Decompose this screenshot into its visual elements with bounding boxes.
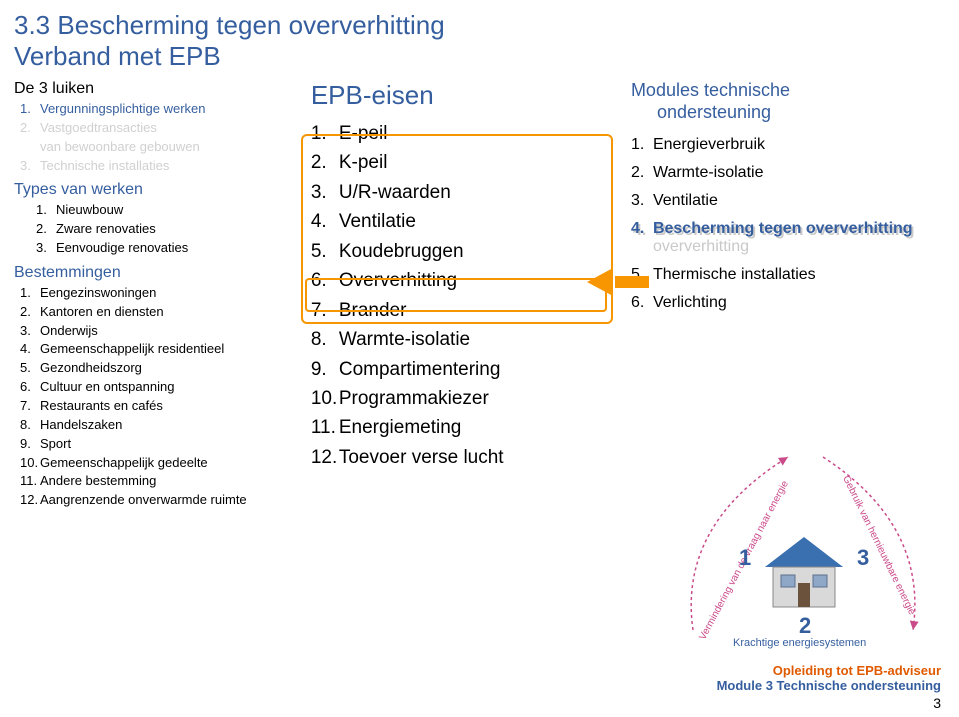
middle-column: EPB-eisen 1.E-peil 2.K-peil 3.U/R-waarde… — [303, 80, 617, 510]
luiken-list: 1.Vergunningsplichtige werken 2.Vastgoed… — [14, 100, 289, 175]
list-item: 1.Eengezinswoningen — [20, 284, 289, 303]
list-item: 5.Gezondheidszorg — [20, 359, 289, 378]
list-item: 9.Compartimentering — [311, 355, 617, 384]
list-item: 12.Toevoer verse lucht — [311, 443, 617, 472]
slide-title: 3.3 Bescherming tegen oververhitting Ver… — [0, 0, 959, 72]
list-item: 8.Warmte-isolatie — [311, 325, 617, 354]
bestemmingen-list: 1.Eengezinswoningen 2.Kantoren en dienst… — [14, 284, 289, 510]
house-diagram: Vermindering van de vraag naar energie G… — [673, 445, 933, 655]
footer-line-2: Module 3 Technische ondersteuning — [717, 678, 941, 693]
title-line-1: 3.3 Bescherming tegen oververhitting — [14, 10, 959, 41]
list-item: 3.Onderwijs — [20, 322, 289, 341]
left-column: De 3 luiken 1.Vergunningsplichtige werke… — [14, 80, 289, 510]
list-item: 5.Thermische installaties — [631, 261, 947, 289]
epb-heading: EPB-eisen — [303, 80, 617, 111]
list-item: 8.Handelszaken — [20, 416, 289, 435]
list-item: 12.Aangrenzende onverwarmde ruimte — [20, 491, 289, 510]
house-icon — [761, 533, 847, 611]
de3-heading: De 3 luiken — [14, 80, 289, 98]
list-item: 11.Energiemeting — [311, 413, 617, 442]
list-item: 6.Cultuur en ontspanning — [20, 378, 289, 397]
page-number: 3 — [717, 695, 941, 711]
list-item: van bewoonbare gebouwen — [20, 138, 289, 157]
list-item: 7.Restaurants en cafés — [20, 397, 289, 416]
list-item: 3.Technische installaties — [20, 157, 289, 176]
types-heading: Types van werken — [14, 181, 289, 199]
list-item: 2.Vastgoedtransacties — [20, 119, 289, 138]
badge-2: 2 — [799, 613, 811, 639]
list-item: 3.Ventilatie — [631, 187, 947, 215]
list-item: 10.Gemeenschappelijk gedeelte — [20, 454, 289, 473]
list-item: 11.Andere bestemming — [20, 472, 289, 491]
slide-footer: Opleiding tot EPB-adviseur Module 3 Tech… — [717, 663, 941, 711]
modules-heading: Modules technische ondersteuning — [631, 80, 947, 123]
list-item: 3.Eenvoudige renovaties — [36, 239, 289, 258]
types-list: 1.Nieuwbouw 2.Zware renovaties 3.Eenvoud… — [14, 201, 289, 258]
list-item-selected: 4.Bescherming tegen oververhitting 4.Bes… — [631, 215, 947, 243]
house-caption: Krachtige energiesystemen — [733, 637, 866, 649]
list-item: 4.Gemeenschappelijk residentieel — [20, 340, 289, 359]
highlight-box-inner — [305, 278, 607, 312]
arrow-body — [615, 276, 649, 288]
list-item: 2.Zware renovaties — [36, 220, 289, 239]
footer-line-1: Opleiding tot EPB-adviseur — [717, 663, 941, 678]
modules-heading-l2: ondersteuning — [631, 102, 947, 124]
list-item: 1.Nieuwbouw — [36, 201, 289, 220]
list-item: 1.Energieverbruik — [631, 131, 947, 159]
title-line-2: Verband met EPB — [14, 41, 959, 72]
modules-list: 1.Energieverbruik 2.Warmte-isolatie 3.Ve… — [631, 131, 947, 317]
list-item: 2.Warmte-isolatie — [631, 159, 947, 187]
bestemmingen-heading: Bestemmingen — [14, 264, 289, 282]
list-item: 10.Programmakiezer — [311, 384, 617, 413]
list-item: 2.Kantoren en diensten — [20, 303, 289, 322]
badge-3: 3 — [857, 545, 869, 571]
list-item: 9.Sport — [20, 435, 289, 454]
list-item: 1.Vergunningsplichtige werken — [20, 100, 289, 119]
badge-1: 1 — [739, 545, 751, 571]
list-item: 6.Verlichting — [631, 289, 947, 317]
modules-heading-l1: Modules technische — [631, 80, 790, 100]
